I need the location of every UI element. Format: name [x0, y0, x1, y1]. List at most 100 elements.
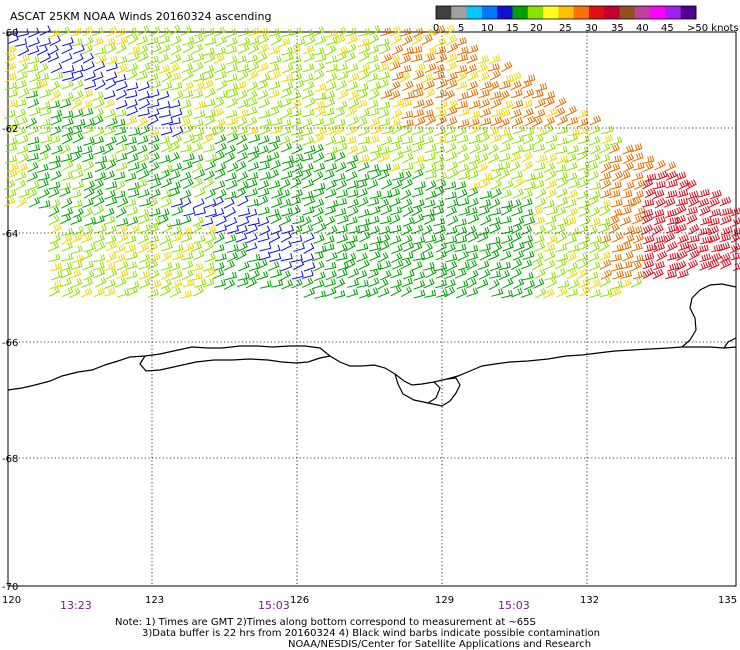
wind-barb — [168, 99, 181, 109]
wind-barb — [358, 69, 370, 81]
wind-barb — [80, 145, 93, 155]
wind-barb — [257, 34, 269, 45]
wind-barb — [115, 99, 128, 110]
wind-barb — [479, 117, 492, 127]
wind-barb — [301, 190, 314, 200]
wind-barb — [433, 217, 446, 227]
wind-barb — [619, 270, 632, 279]
wind-barb — [192, 73, 205, 82]
wind-barb — [291, 278, 303, 289]
pass-time-2: 15:03 — [258, 599, 290, 612]
wind-barb — [345, 27, 358, 37]
wind-barb — [480, 172, 493, 182]
wind-barb — [26, 171, 38, 182]
wind-barb — [687, 234, 700, 243]
wind-barb — [609, 181, 622, 190]
wind-barb — [92, 91, 104, 102]
wind-barb — [632, 190, 644, 200]
wind-barb — [269, 253, 282, 263]
wind-barb — [490, 169, 502, 181]
wind-barb — [280, 28, 293, 38]
wind-barb — [555, 232, 567, 244]
wind-barb — [531, 206, 543, 217]
wind-barb — [138, 81, 150, 92]
wind-barb — [116, 268, 129, 279]
wind-barb — [367, 277, 380, 288]
wind-barb — [498, 80, 511, 90]
wind-barb — [535, 127, 548, 137]
wind-barb — [447, 215, 459, 226]
wind-barb — [400, 98, 412, 108]
legend-label-15: 15 — [506, 23, 519, 34]
wind-barb — [335, 197, 347, 207]
wind-barb — [488, 80, 500, 92]
wind-barb — [664, 232, 676, 244]
wind-barb — [466, 80, 478, 91]
wind-barb — [258, 73, 271, 84]
wind-barb — [610, 280, 623, 290]
wind-barb — [556, 286, 568, 298]
wind-barb — [465, 206, 478, 217]
wind-barb — [325, 29, 338, 38]
wind-barb — [533, 162, 546, 171]
wind-barb — [523, 74, 536, 83]
wind-barb — [479, 249, 492, 261]
wind-barb — [92, 179, 104, 191]
wind-barb — [248, 269, 260, 281]
wind-barb — [368, 225, 380, 236]
wind-barb — [214, 46, 226, 56]
wind-barb — [281, 81, 294, 92]
wind-barb — [686, 242, 698, 253]
wind-barb — [468, 117, 480, 128]
wind-barb — [71, 169, 84, 180]
wind-barb — [94, 46, 107, 56]
wind-barb — [160, 164, 173, 174]
wind-barb — [171, 198, 183, 208]
wind-barb — [357, 173, 370, 183]
wind-barb — [271, 279, 284, 288]
wind-barb — [37, 62, 49, 74]
wind-barb — [498, 128, 511, 137]
wind-barb — [170, 35, 182, 47]
wind-barb — [147, 89, 160, 99]
wind-barb — [532, 134, 544, 146]
wind-barb — [707, 225, 720, 236]
wind-barb — [656, 250, 668, 262]
wind-barb — [357, 38, 370, 48]
wind-barb — [412, 154, 425, 165]
wind-barb — [457, 118, 470, 128]
wind-barb — [567, 227, 580, 236]
wind-barb — [588, 190, 601, 201]
wind-barb — [490, 188, 502, 199]
wind-barb — [179, 99, 192, 110]
wind-barb — [191, 89, 204, 99]
wind-barb — [466, 252, 479, 262]
wind-barb — [555, 171, 568, 181]
wind-barb — [160, 261, 173, 271]
wind-barb — [48, 286, 60, 297]
wind-barb — [491, 242, 503, 254]
wind-barb — [566, 133, 579, 144]
wind-barb — [565, 161, 578, 172]
wind-barb — [344, 241, 356, 252]
wind-barb — [612, 270, 625, 280]
wind-barb — [511, 116, 524, 128]
wind-barb — [312, 207, 324, 218]
wind-barb — [192, 61, 204, 73]
wind-barb — [93, 61, 106, 72]
wind-barb — [181, 260, 194, 271]
wind-barb — [126, 27, 138, 38]
wind-barb — [93, 233, 105, 244]
wind-barb — [38, 118, 51, 128]
wind-barb — [82, 36, 94, 47]
wind-barb — [477, 143, 489, 154]
wind-barb — [346, 154, 359, 165]
wind-barb — [546, 277, 558, 289]
wind-barb — [502, 133, 514, 145]
wind-barb — [456, 100, 469, 110]
wind-barb — [642, 268, 654, 279]
wind-barb — [226, 244, 239, 253]
wind-barb — [106, 62, 118, 72]
wind-barb — [325, 72, 338, 83]
wind-barb — [630, 242, 643, 252]
